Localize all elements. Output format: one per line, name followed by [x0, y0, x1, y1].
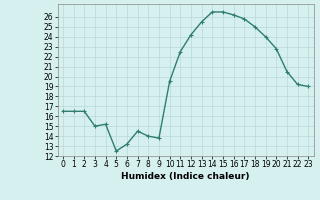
X-axis label: Humidex (Indice chaleur): Humidex (Indice chaleur)	[121, 172, 250, 181]
